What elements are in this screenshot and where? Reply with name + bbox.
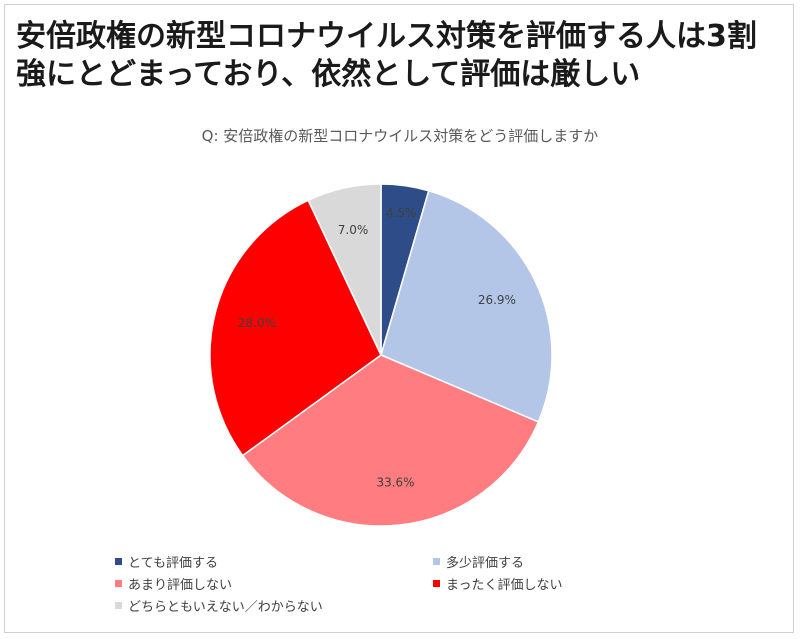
legend-swatch-0	[115, 557, 122, 565]
legend-label-0: とても評価する	[128, 555, 218, 571]
legend-swatch-2	[115, 579, 122, 587]
legend-label-1: 多少評価する	[446, 555, 525, 571]
headline: 安倍政権の新型コロナウイルス対策を評価する人は3割強にとどまっており、依然として…	[16, 19, 757, 92]
chart-title: Q: 安倍政権の新型コロナウイルス対策をどう評価しますか	[201, 127, 599, 145]
legend-item-3: まったく評価しない	[433, 574, 673, 593]
legend-swatch-3	[433, 579, 440, 587]
pie-slice-2	[241, 354, 540, 527]
slice-label-4: 7.0%	[338, 223, 369, 237]
legend-swatch-1	[433, 557, 440, 565]
pie-slice-4	[307, 183, 382, 356]
legend-label-4: どちらともいえない／わからない	[128, 599, 323, 615]
legend-label-3: まったく評価しない	[446, 577, 563, 593]
pie-slice-3	[209, 199, 382, 457]
slice-label-1: 26.9%	[478, 293, 516, 307]
legend-label-2: あまり評価しない	[128, 577, 233, 593]
legend-swatch-4	[115, 601, 122, 609]
legend-item-1: 多少評価する	[433, 552, 673, 571]
legend-item-0: とても評価する	[115, 552, 433, 571]
slice-label-3: 28.0%	[238, 316, 276, 330]
pie-slice-1	[380, 189, 553, 423]
slice-label-2: 33.6%	[376, 475, 414, 489]
legend-item-4: どちらともいえない／わからない	[115, 596, 433, 615]
legend: とても評価する 多少評価するあまり評価しない まったく評価しないどちらともいえない／…	[115, 552, 675, 615]
slice-label-0: 4.5%	[386, 206, 417, 220]
legend-item-2: あまり評価しない	[115, 574, 433, 593]
